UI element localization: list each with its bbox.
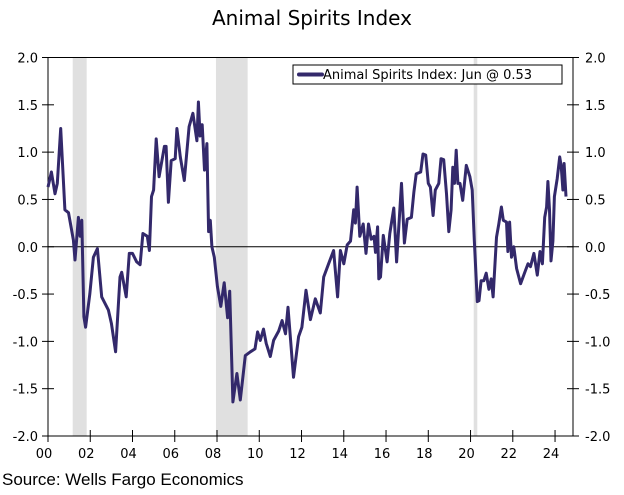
x-tick-label: 02 — [78, 447, 95, 462]
x-tick-label: 06 — [162, 447, 179, 462]
y-tick-label-right: 0.5 — [585, 193, 606, 208]
x-tick-label: 08 — [205, 447, 222, 462]
source-note: Source: Wells Fargo Economics — [2, 470, 244, 489]
y-tick-label-left: 0.0 — [17, 241, 38, 256]
series-group — [46, 100, 568, 404]
y-tick-label-left: -0.5 — [13, 288, 38, 303]
x-tick-label: 10 — [247, 447, 264, 462]
y-tick-label-right: -1.0 — [585, 335, 610, 350]
x-tick-label: 12 — [289, 447, 306, 462]
legend-box — [292, 64, 563, 85]
y-tick-label-left: 1.5 — [17, 99, 38, 114]
axis-ticks: 2.0 2.0 1.5 1.5 1.0 1.0 0.5 0.5 0.0 0.0 -0.5 -0.5 -1… — [13, 52, 611, 463]
y-tick-label-right: -0.5 — [585, 288, 610, 303]
x-tick-label: 22 — [501, 447, 518, 462]
y-tick-label-right: 1.0 — [585, 146, 606, 161]
y-tick-label-right: 2.0 — [585, 52, 606, 67]
x-tick-label: 04 — [120, 447, 137, 462]
y-tick-label-left: -1.5 — [13, 383, 38, 398]
chart-title: Animal Spirits Index — [212, 6, 412, 30]
y-tick-label-left: -2.0 — [13, 430, 38, 445]
x-tick-label: 20 — [458, 447, 475, 462]
y-tick-label-right: 1.5 — [585, 99, 606, 114]
x-tick-label: 16 — [374, 447, 391, 462]
y-tick-label-left: -1.0 — [13, 335, 38, 350]
legend: Animal Spirits Index: Jun @ 0.53 — [292, 64, 563, 85]
y-tick-label-right: -1.5 — [585, 383, 610, 398]
y-tick-label-left: 2.0 — [17, 52, 38, 67]
x-tick-label: 00 — [36, 447, 53, 462]
x-tick-label: 18 — [416, 447, 433, 462]
series-line — [46, 100, 568, 404]
legend-label: Animal Spirits Index: Jun @ 0.53 — [323, 68, 532, 83]
x-tick-label: 14 — [332, 447, 349, 462]
y-tick-label-left: 0.5 — [17, 193, 38, 208]
y-tick-label-right: 0.0 — [585, 241, 606, 256]
x-tick-label: 24 — [543, 447, 560, 462]
y-tick-label-right: -2.0 — [585, 430, 610, 445]
y-tick-label-left: 1.0 — [17, 146, 38, 161]
